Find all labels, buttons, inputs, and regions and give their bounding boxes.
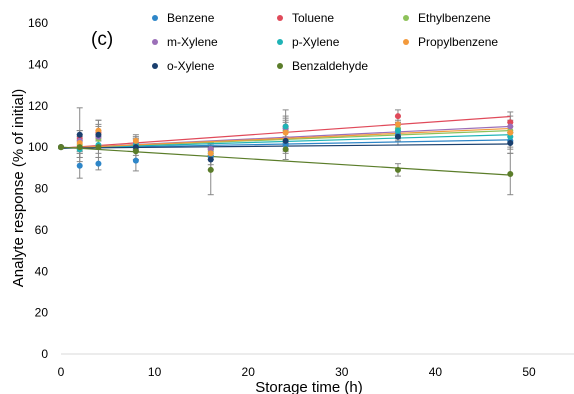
x-tick-label: 20	[242, 365, 256, 379]
legend-item-m-xylene: m-Xylene	[152, 35, 218, 49]
y-tick-label: 160	[28, 16, 48, 30]
point-benzene	[95, 160, 102, 167]
legend-label: Toluene	[292, 11, 334, 25]
legend-item-ethylbenzene: Ethylbenzene	[403, 11, 491, 25]
point-benzaldehyde	[76, 144, 83, 151]
point-o-xylene	[95, 131, 102, 138]
legend-item-benzaldehyde: Benzaldehyde	[277, 59, 368, 73]
point-propylbenzene	[394, 121, 401, 128]
legend-label: Benzaldehyde	[292, 59, 368, 73]
point-benzaldehyde	[282, 146, 289, 153]
x-tick-label: 10	[148, 365, 162, 379]
legend-marker	[403, 39, 409, 45]
legend-label: Propylbenzene	[418, 35, 498, 49]
legend-marker	[152, 39, 158, 45]
legend-marker	[152, 15, 158, 21]
legend-label: Benzene	[167, 11, 215, 25]
legend-label: Ethylbenzene	[418, 11, 491, 25]
legend-item-propylbenzene: Propylbenzene	[403, 35, 498, 49]
x-tick-label: 40	[429, 365, 443, 379]
point-m-xylene	[507, 123, 514, 130]
legend-item-benzene: Benzene	[152, 11, 215, 25]
point-benzaldehyde	[58, 144, 64, 151]
legend: Benzene Toluene Ethylbenzene m-Xylene p-Xyle…	[152, 11, 498, 73]
legend-item-p-xylene: p-Xylene	[277, 35, 340, 49]
y-tick-label: 100	[28, 140, 48, 154]
point-benzene	[132, 157, 139, 164]
data-points	[58, 113, 514, 178]
point-m-xylene	[207, 146, 214, 153]
legend-item-toluene: Toluene	[277, 11, 334, 25]
point-propylbenzene	[282, 129, 289, 136]
point-benzene	[282, 142, 289, 149]
point-benzaldehyde	[394, 166, 401, 173]
point-o-xylene	[282, 137, 289, 144]
point-propylbenzene	[132, 137, 139, 144]
legend-label: o-Xylene	[167, 59, 215, 73]
point-p-xylene	[282, 123, 289, 130]
point-p-xylene	[507, 133, 514, 140]
point-o-xylene	[132, 144, 139, 151]
point-propylbenzene	[507, 129, 514, 136]
y-tick-label: 120	[28, 99, 48, 113]
point-propylbenzene	[207, 150, 214, 157]
x-tick-labels: 0 10 20 30 40 50	[58, 365, 536, 379]
y-tick-label: 20	[35, 306, 49, 320]
y-tick-label: 0	[41, 347, 48, 361]
point-benzaldehyde	[132, 148, 139, 155]
y-tick-label: 40	[35, 264, 49, 278]
point-o-xylene	[76, 131, 83, 138]
point-propylbenzene	[95, 127, 102, 134]
legend-marker	[403, 15, 409, 21]
legend-label: p-Xylene	[292, 35, 340, 49]
panel-label: (c)	[91, 29, 113, 50]
x-axis-title: Storage time (h)	[255, 379, 363, 394]
x-tick-label: 0	[58, 365, 65, 379]
point-propylbenzene	[76, 139, 83, 146]
point-o-xylene	[507, 139, 514, 146]
legend-item-o-xylene: o-Xylene	[152, 59, 215, 73]
y-axis-title: Analyte response (% of initial)	[10, 89, 27, 287]
point-benzaldehyde	[207, 166, 214, 173]
y-tick-label: 60	[35, 223, 49, 237]
point-o-xylene	[207, 156, 214, 163]
y-tick-label: 140	[28, 57, 48, 71]
legend-marker	[277, 15, 283, 21]
point-benzaldehyde	[507, 171, 514, 178]
y-tick-label: 80	[35, 182, 49, 196]
legend-marker	[277, 63, 283, 69]
legend-marker	[277, 39, 283, 45]
x-tick-label: 30	[335, 365, 349, 379]
point-benzene	[76, 162, 83, 169]
x-tick-label: 50	[522, 365, 536, 379]
point-benzaldehyde	[95, 144, 102, 151]
point-toluene	[394, 113, 401, 120]
legend-marker	[152, 63, 158, 69]
point-p-xylene	[394, 127, 401, 134]
legend-label: m-Xylene	[167, 35, 218, 49]
point-toluene	[507, 119, 514, 126]
point-o-xylene	[394, 133, 401, 140]
y-tick-labels: 0 20 40 60 80 100 120 140 160	[28, 16, 48, 361]
